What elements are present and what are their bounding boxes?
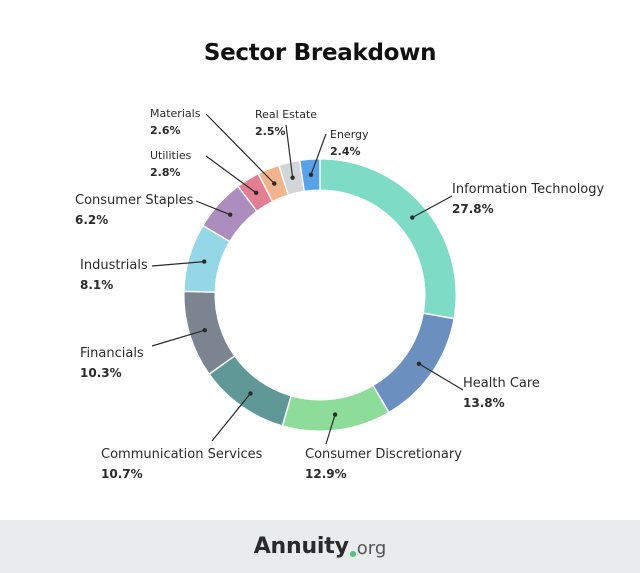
leader-lines xyxy=(151,113,464,445)
leader-utilities xyxy=(205,155,257,194)
leader-energy xyxy=(310,133,327,176)
leader-dot-utilities xyxy=(253,190,259,196)
footer-bar: Annuity org xyxy=(0,520,640,573)
leader-health-care xyxy=(418,363,464,391)
slice-labels: Information Technology 27.8% Health Care 13… xyxy=(75,107,605,481)
leader-consumer-staples xyxy=(195,200,231,216)
label-value-industrials: 8.1% xyxy=(80,278,113,292)
label-value-consumer-discretionary: 12.9% xyxy=(305,467,347,481)
slice-communication-services[interactable] xyxy=(208,355,292,427)
leader-dot-information-technology xyxy=(410,215,415,220)
leader-industrials xyxy=(151,260,205,267)
leader-dot-financials xyxy=(202,328,207,333)
label-name-information-technology: Information Technology xyxy=(452,182,605,197)
leader-dot-consumer-staples xyxy=(227,212,233,217)
label-value-materials: 2.6% xyxy=(150,124,181,137)
leader-dot-health-care xyxy=(416,361,422,366)
label-name-consumer-staples: Consumer Staples xyxy=(75,193,194,208)
label-name-real-estate: Real Estate xyxy=(255,108,317,121)
slice-financials[interactable] xyxy=(183,291,236,375)
label-value-financials: 10.3% xyxy=(80,366,122,380)
leader-dot-industrials xyxy=(202,259,207,264)
slice-consumer-discretionary[interactable] xyxy=(282,384,390,432)
label-name-communication-services: Communication Services xyxy=(101,447,263,462)
label-name-materials: Materials xyxy=(150,107,201,120)
leader-materials xyxy=(205,113,275,184)
leader-information-technology xyxy=(412,195,453,219)
slice-information-technology[interactable] xyxy=(319,158,457,319)
chart-title: Sector Breakdown xyxy=(203,40,437,66)
slice-health-care[interactable] xyxy=(372,312,455,413)
leader-consumer-discretionary xyxy=(325,414,336,445)
donut-chart: Information Technology 27.8% Health Care 13… xyxy=(75,107,605,481)
label-name-consumer-discretionary: Consumer Discretionary xyxy=(305,447,462,462)
label-name-health-care: Health Care xyxy=(463,376,540,391)
label-name-industrials: Industrials xyxy=(80,258,148,273)
leader-real-estate xyxy=(285,124,294,178)
leader-dot-communication-services xyxy=(248,391,253,396)
leader-dot-materials xyxy=(272,181,277,186)
donut-slices xyxy=(183,158,457,432)
label-value-information-technology: 27.8% xyxy=(452,202,494,216)
leader-communication-services xyxy=(211,393,251,442)
label-name-financials: Financials xyxy=(80,346,144,361)
brand-suffix: org xyxy=(356,537,387,559)
label-value-health-care: 13.8% xyxy=(463,396,505,410)
leader-dot-consumer-discretionary xyxy=(332,412,338,417)
leader-financials xyxy=(151,329,205,347)
label-value-real-estate: 2.5% xyxy=(255,125,286,138)
leader-dot-energy xyxy=(308,172,314,178)
label-name-energy: Energy xyxy=(330,128,369,141)
label-value-energy: 2.4% xyxy=(330,145,361,158)
label-name-utilities: Utilities xyxy=(150,149,192,162)
label-value-consumer-staples: 6.2% xyxy=(75,213,108,227)
brand-name: Annuity xyxy=(253,534,349,559)
brand-logo[interactable]: Annuity org xyxy=(0,520,640,573)
label-value-utilities: 2.8% xyxy=(150,166,181,179)
brand-dot-icon xyxy=(349,551,356,557)
leader-dot-real-estate xyxy=(290,175,295,180)
label-value-communication-services: 10.7% xyxy=(101,467,143,481)
